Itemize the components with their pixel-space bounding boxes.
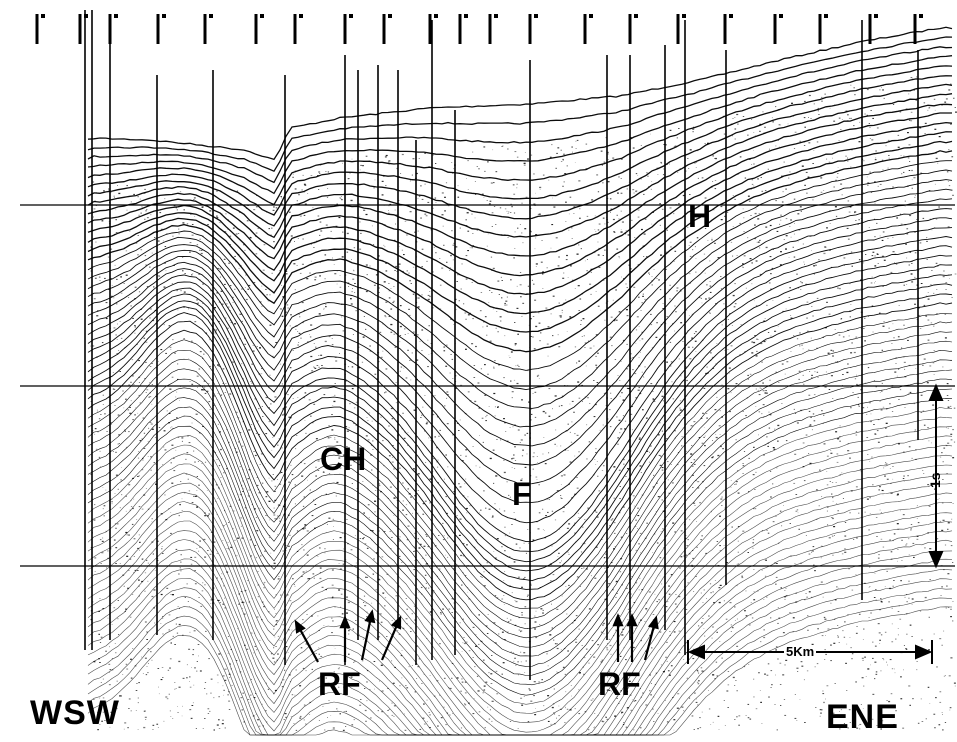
vertical-scale-bar [928, 383, 944, 569]
vertical-scale-label: 1s [927, 472, 943, 488]
structure-label-ch: CH [320, 441, 367, 477]
seismic-reflectors [87, 26, 953, 736]
horizontal-scale-label: 5Km [784, 644, 817, 659]
fault-label-rf-right: RF [598, 666, 641, 702]
fault-arrows [294, 609, 659, 663]
direction-label-west: WSW [30, 694, 120, 732]
fault-label-rf-left: RF [318, 666, 361, 702]
structure-label-f: F [512, 476, 532, 512]
structure-label-h: H [688, 198, 712, 234]
time-gridlines [20, 204, 955, 567]
shot-point-ticks [35, 14, 923, 44]
shot-point-lines [84, 10, 919, 680]
direction-label-east: ENE [826, 698, 899, 736]
